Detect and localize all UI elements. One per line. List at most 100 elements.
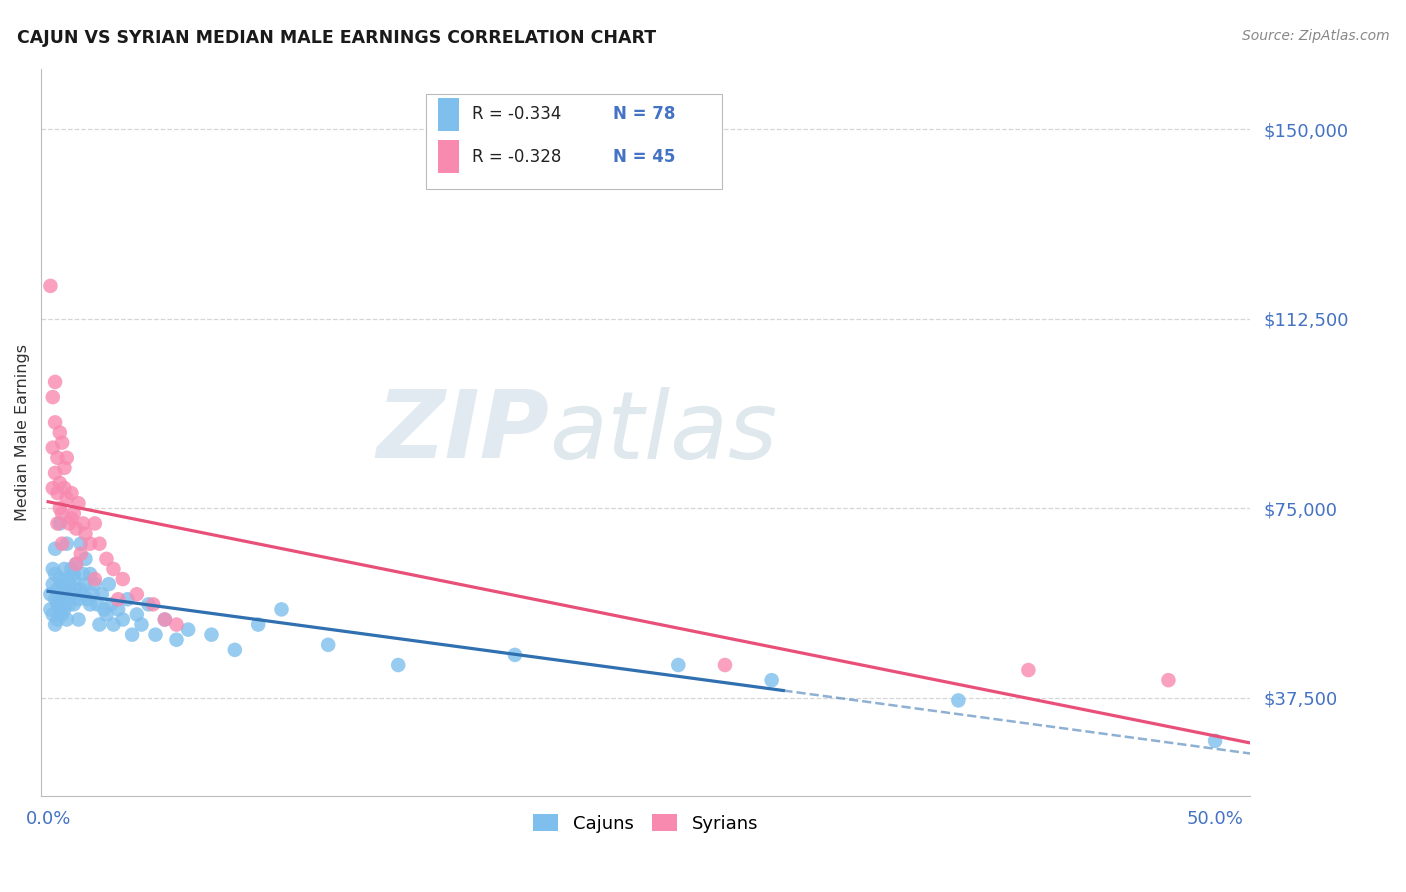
Point: [65, 557, 87, 571]
Point: [72, 516, 94, 531]
Point: [49, 572, 72, 586]
Point: [51, 435, 73, 450]
Point: [666, 658, 689, 673]
Point: [96, 552, 118, 566]
Point: [51, 587, 73, 601]
Point: [39, 602, 62, 616]
Point: [58, 577, 80, 591]
Point: [60, 587, 83, 601]
Point: [56, 491, 79, 506]
Text: R = -0.328: R = -0.328: [471, 147, 561, 166]
Point: [42, 481, 65, 495]
Point: [51, 607, 73, 622]
Point: [89, 537, 111, 551]
Point: [1017, 663, 1039, 677]
Point: [39, 278, 62, 293]
Point: [46, 516, 69, 531]
Point: [69, 582, 91, 597]
Point: [51, 507, 73, 521]
Point: [62, 572, 84, 586]
Point: [177, 623, 200, 637]
Point: [53, 562, 76, 576]
Point: [49, 602, 72, 616]
Point: [121, 628, 143, 642]
Point: [56, 613, 79, 627]
Point: [97, 577, 120, 591]
Point: [93, 602, 115, 616]
Point: [79, 537, 101, 551]
Point: [96, 607, 118, 622]
Point: [107, 592, 129, 607]
FancyBboxPatch shape: [426, 94, 721, 188]
Point: [82, 587, 104, 601]
Text: Source: ZipAtlas.com: Source: ZipAtlas.com: [1241, 29, 1389, 43]
Point: [44, 466, 66, 480]
Point: [49, 516, 72, 531]
Point: [166, 632, 188, 647]
Point: [153, 613, 176, 627]
Legend: Cajuns, Syrians: Cajuns, Syrians: [526, 806, 765, 839]
Point: [62, 507, 84, 521]
Point: [67, 592, 90, 607]
Point: [111, 613, 134, 627]
Point: [58, 598, 80, 612]
Point: [44, 375, 66, 389]
Point: [62, 567, 84, 582]
Point: [56, 450, 79, 465]
Point: [90, 587, 112, 601]
Point: [67, 496, 90, 510]
Point: [46, 486, 69, 500]
Point: [42, 390, 65, 404]
Point: [714, 658, 737, 673]
Point: [125, 607, 148, 622]
Point: [69, 547, 91, 561]
Point: [72, 567, 94, 582]
Point: [83, 572, 105, 586]
Text: atlas: atlas: [548, 387, 778, 478]
Point: [138, 598, 160, 612]
Point: [60, 511, 83, 525]
Point: [53, 602, 76, 616]
Point: [79, 598, 101, 612]
Text: N = 78: N = 78: [613, 105, 675, 123]
Point: [46, 450, 69, 465]
Point: [46, 582, 69, 597]
Point: [103, 562, 125, 576]
Point: [145, 628, 167, 642]
Point: [86, 598, 108, 612]
Point: [247, 617, 270, 632]
Point: [1157, 673, 1180, 688]
FancyBboxPatch shape: [437, 140, 460, 173]
Point: [39, 587, 62, 601]
Point: [83, 516, 105, 531]
Point: [44, 416, 66, 430]
Point: [60, 562, 83, 576]
Point: [65, 582, 87, 597]
Point: [89, 617, 111, 632]
Point: [44, 592, 66, 607]
Point: [111, 572, 134, 586]
Point: [56, 592, 79, 607]
Point: [75, 526, 97, 541]
Y-axis label: Median Male Earnings: Median Male Earnings: [15, 344, 30, 521]
Point: [44, 567, 66, 582]
Point: [44, 541, 66, 556]
FancyBboxPatch shape: [437, 98, 460, 131]
Text: ZIP: ZIP: [375, 386, 548, 478]
Point: [49, 425, 72, 440]
Point: [53, 582, 76, 597]
Point: [60, 486, 83, 500]
Point: [125, 587, 148, 601]
Point: [53, 461, 76, 475]
Point: [75, 577, 97, 591]
Text: N = 45: N = 45: [613, 147, 675, 166]
Point: [948, 693, 970, 707]
Point: [42, 577, 65, 591]
Point: [65, 557, 87, 571]
Point: [224, 643, 246, 657]
Point: [46, 613, 69, 627]
Point: [503, 648, 526, 662]
Point: [79, 567, 101, 582]
Point: [200, 628, 222, 642]
Text: R = -0.334: R = -0.334: [471, 105, 561, 123]
